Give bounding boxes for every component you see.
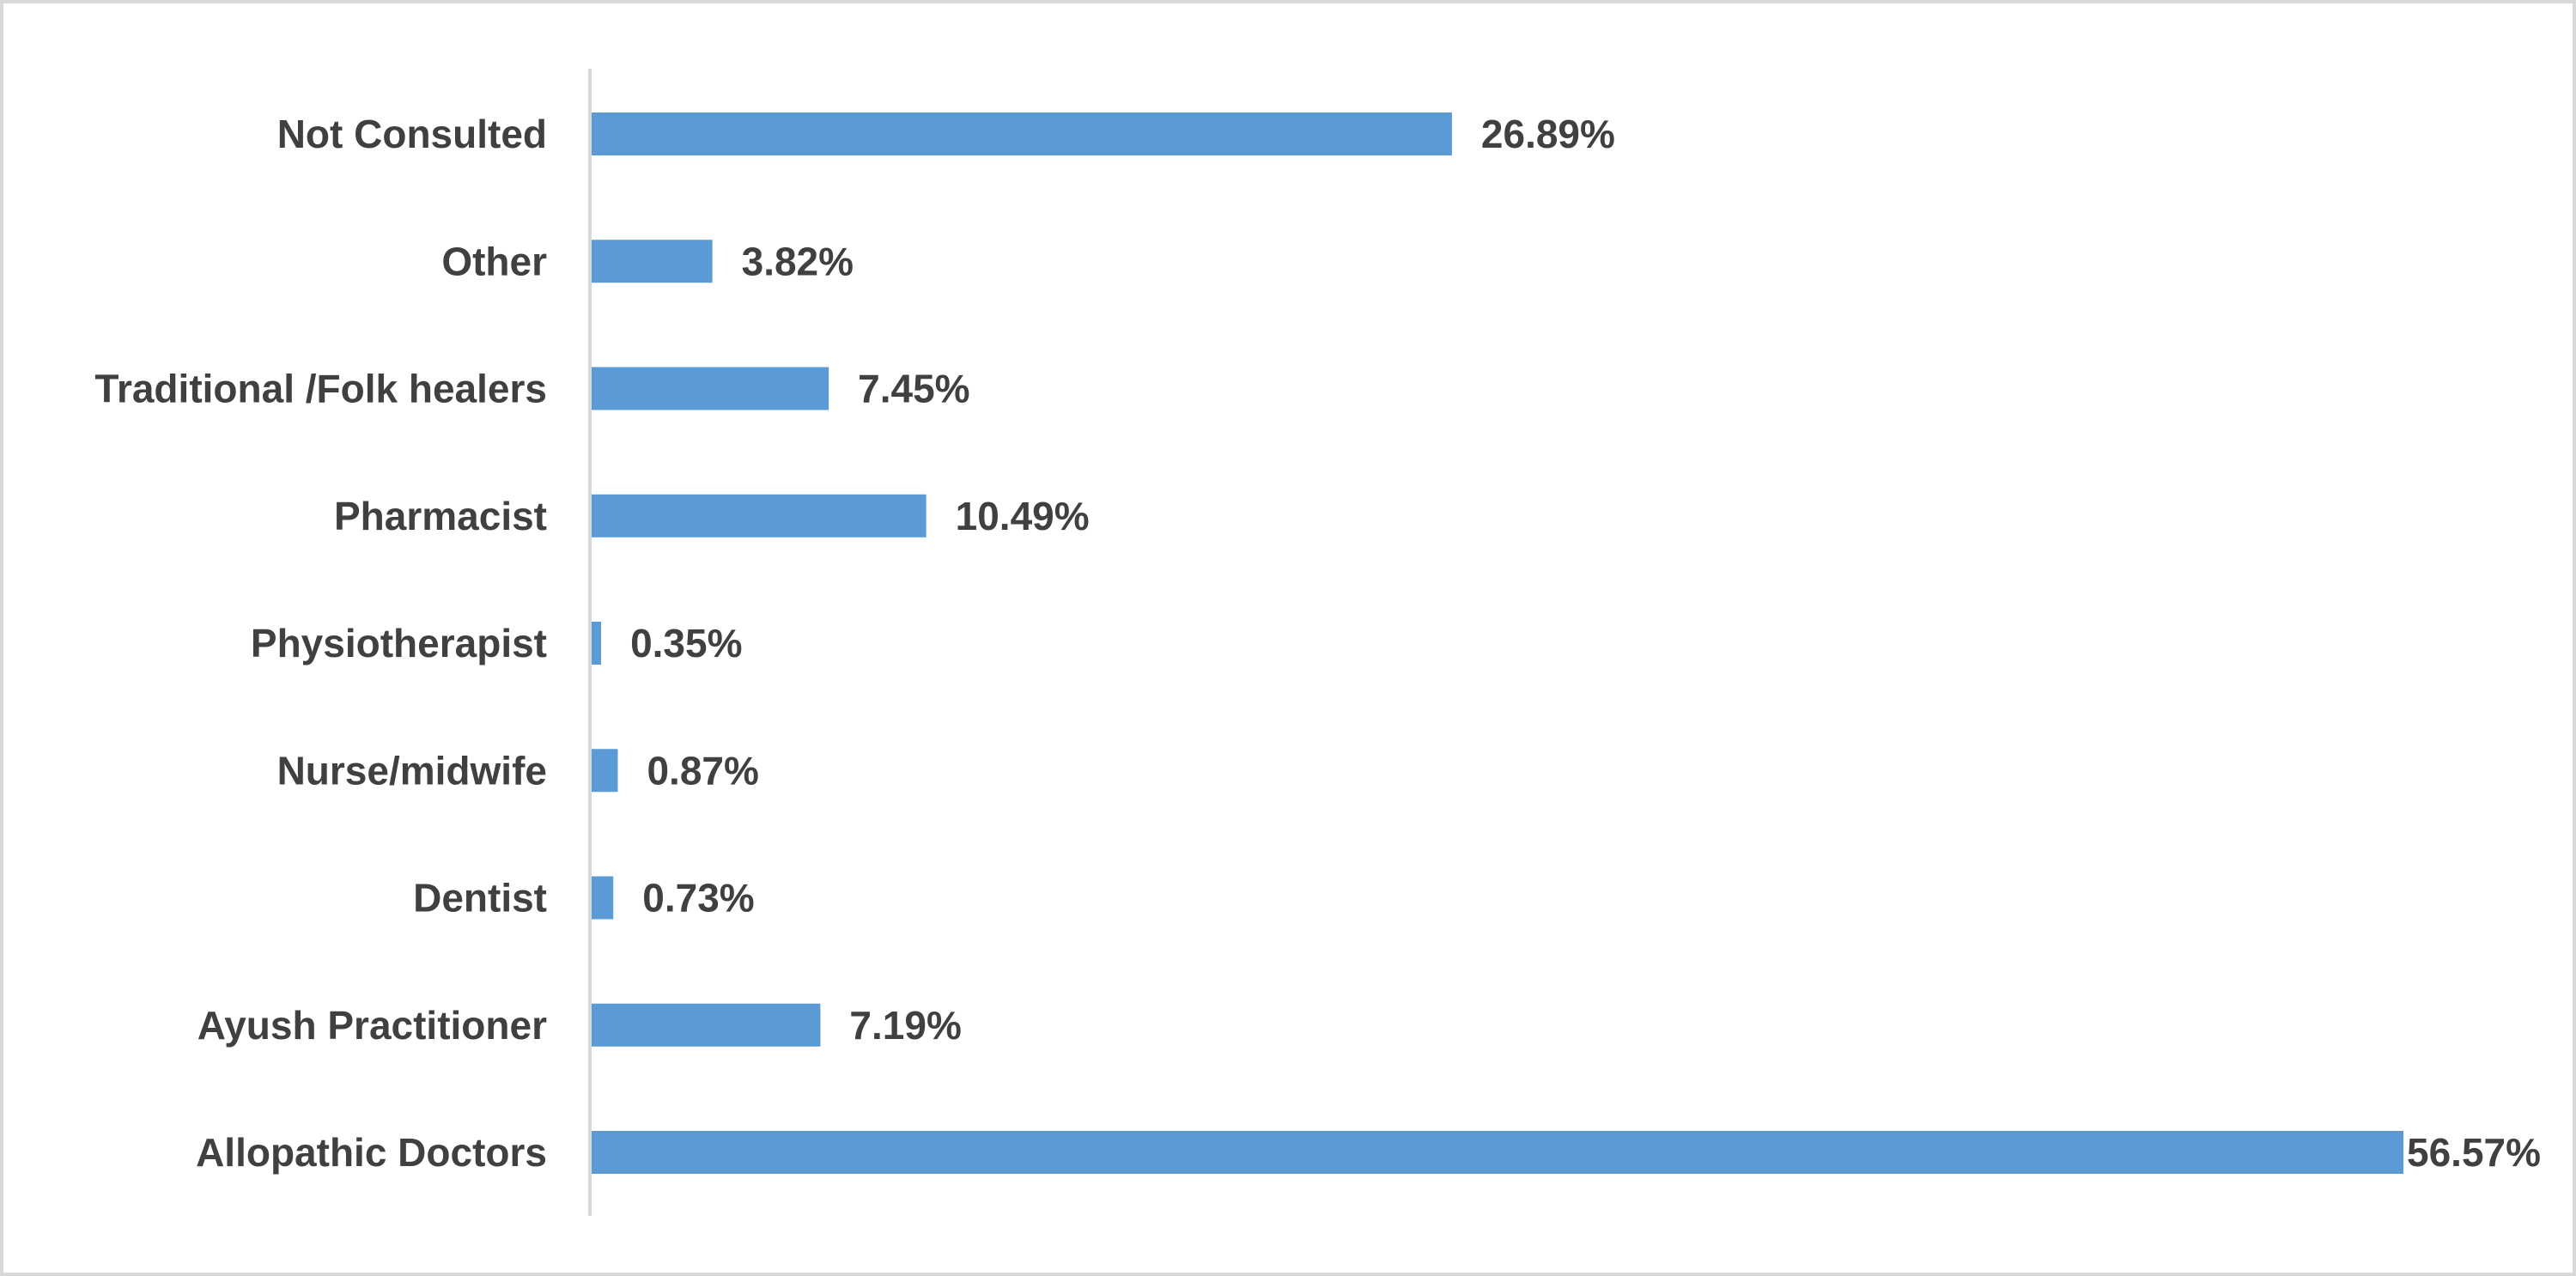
category-label: Traditional /Folk healers — [94, 367, 547, 411]
category-label: Pharmacist — [334, 494, 547, 538]
value-label: 0.35% — [630, 621, 742, 665]
bar — [590, 622, 602, 665]
bar — [590, 112, 1452, 155]
category-label: Not Consulted — [277, 112, 547, 156]
horizontal-bar-chart: Not Consulted 26.89% Other 3.82% Traditional… — [94, 69, 2541, 1216]
category-label: Physiotherapist — [251, 621, 547, 665]
bar — [590, 749, 618, 793]
value-label: 0.73% — [642, 876, 754, 921]
bar — [590, 1131, 2403, 1174]
category-label: Allopathic Doctors — [196, 1130, 547, 1175]
bar — [590, 1003, 821, 1047]
value-label: 3.82% — [742, 239, 854, 283]
category-label: Ayush Practitioner — [197, 1003, 547, 1048]
category-label: Other — [441, 239, 547, 283]
value-label: 7.19% — [849, 1003, 961, 1048]
bar — [590, 367, 829, 410]
value-label: 10.49% — [956, 494, 1090, 538]
bar — [590, 494, 927, 538]
value-label: 0.87% — [647, 748, 758, 793]
bar — [590, 876, 614, 920]
bar — [590, 240, 713, 283]
bars-layer: Not Consulted 26.89% Other 3.82% Traditional… — [94, 112, 2541, 1175]
category-label: Nurse/midwife — [277, 748, 547, 793]
value-label: 26.89% — [1481, 112, 1615, 156]
category-label: Dentist — [413, 876, 547, 921]
value-label: 56.57% — [2407, 1130, 2541, 1175]
value-label: 7.45% — [858, 367, 969, 411]
